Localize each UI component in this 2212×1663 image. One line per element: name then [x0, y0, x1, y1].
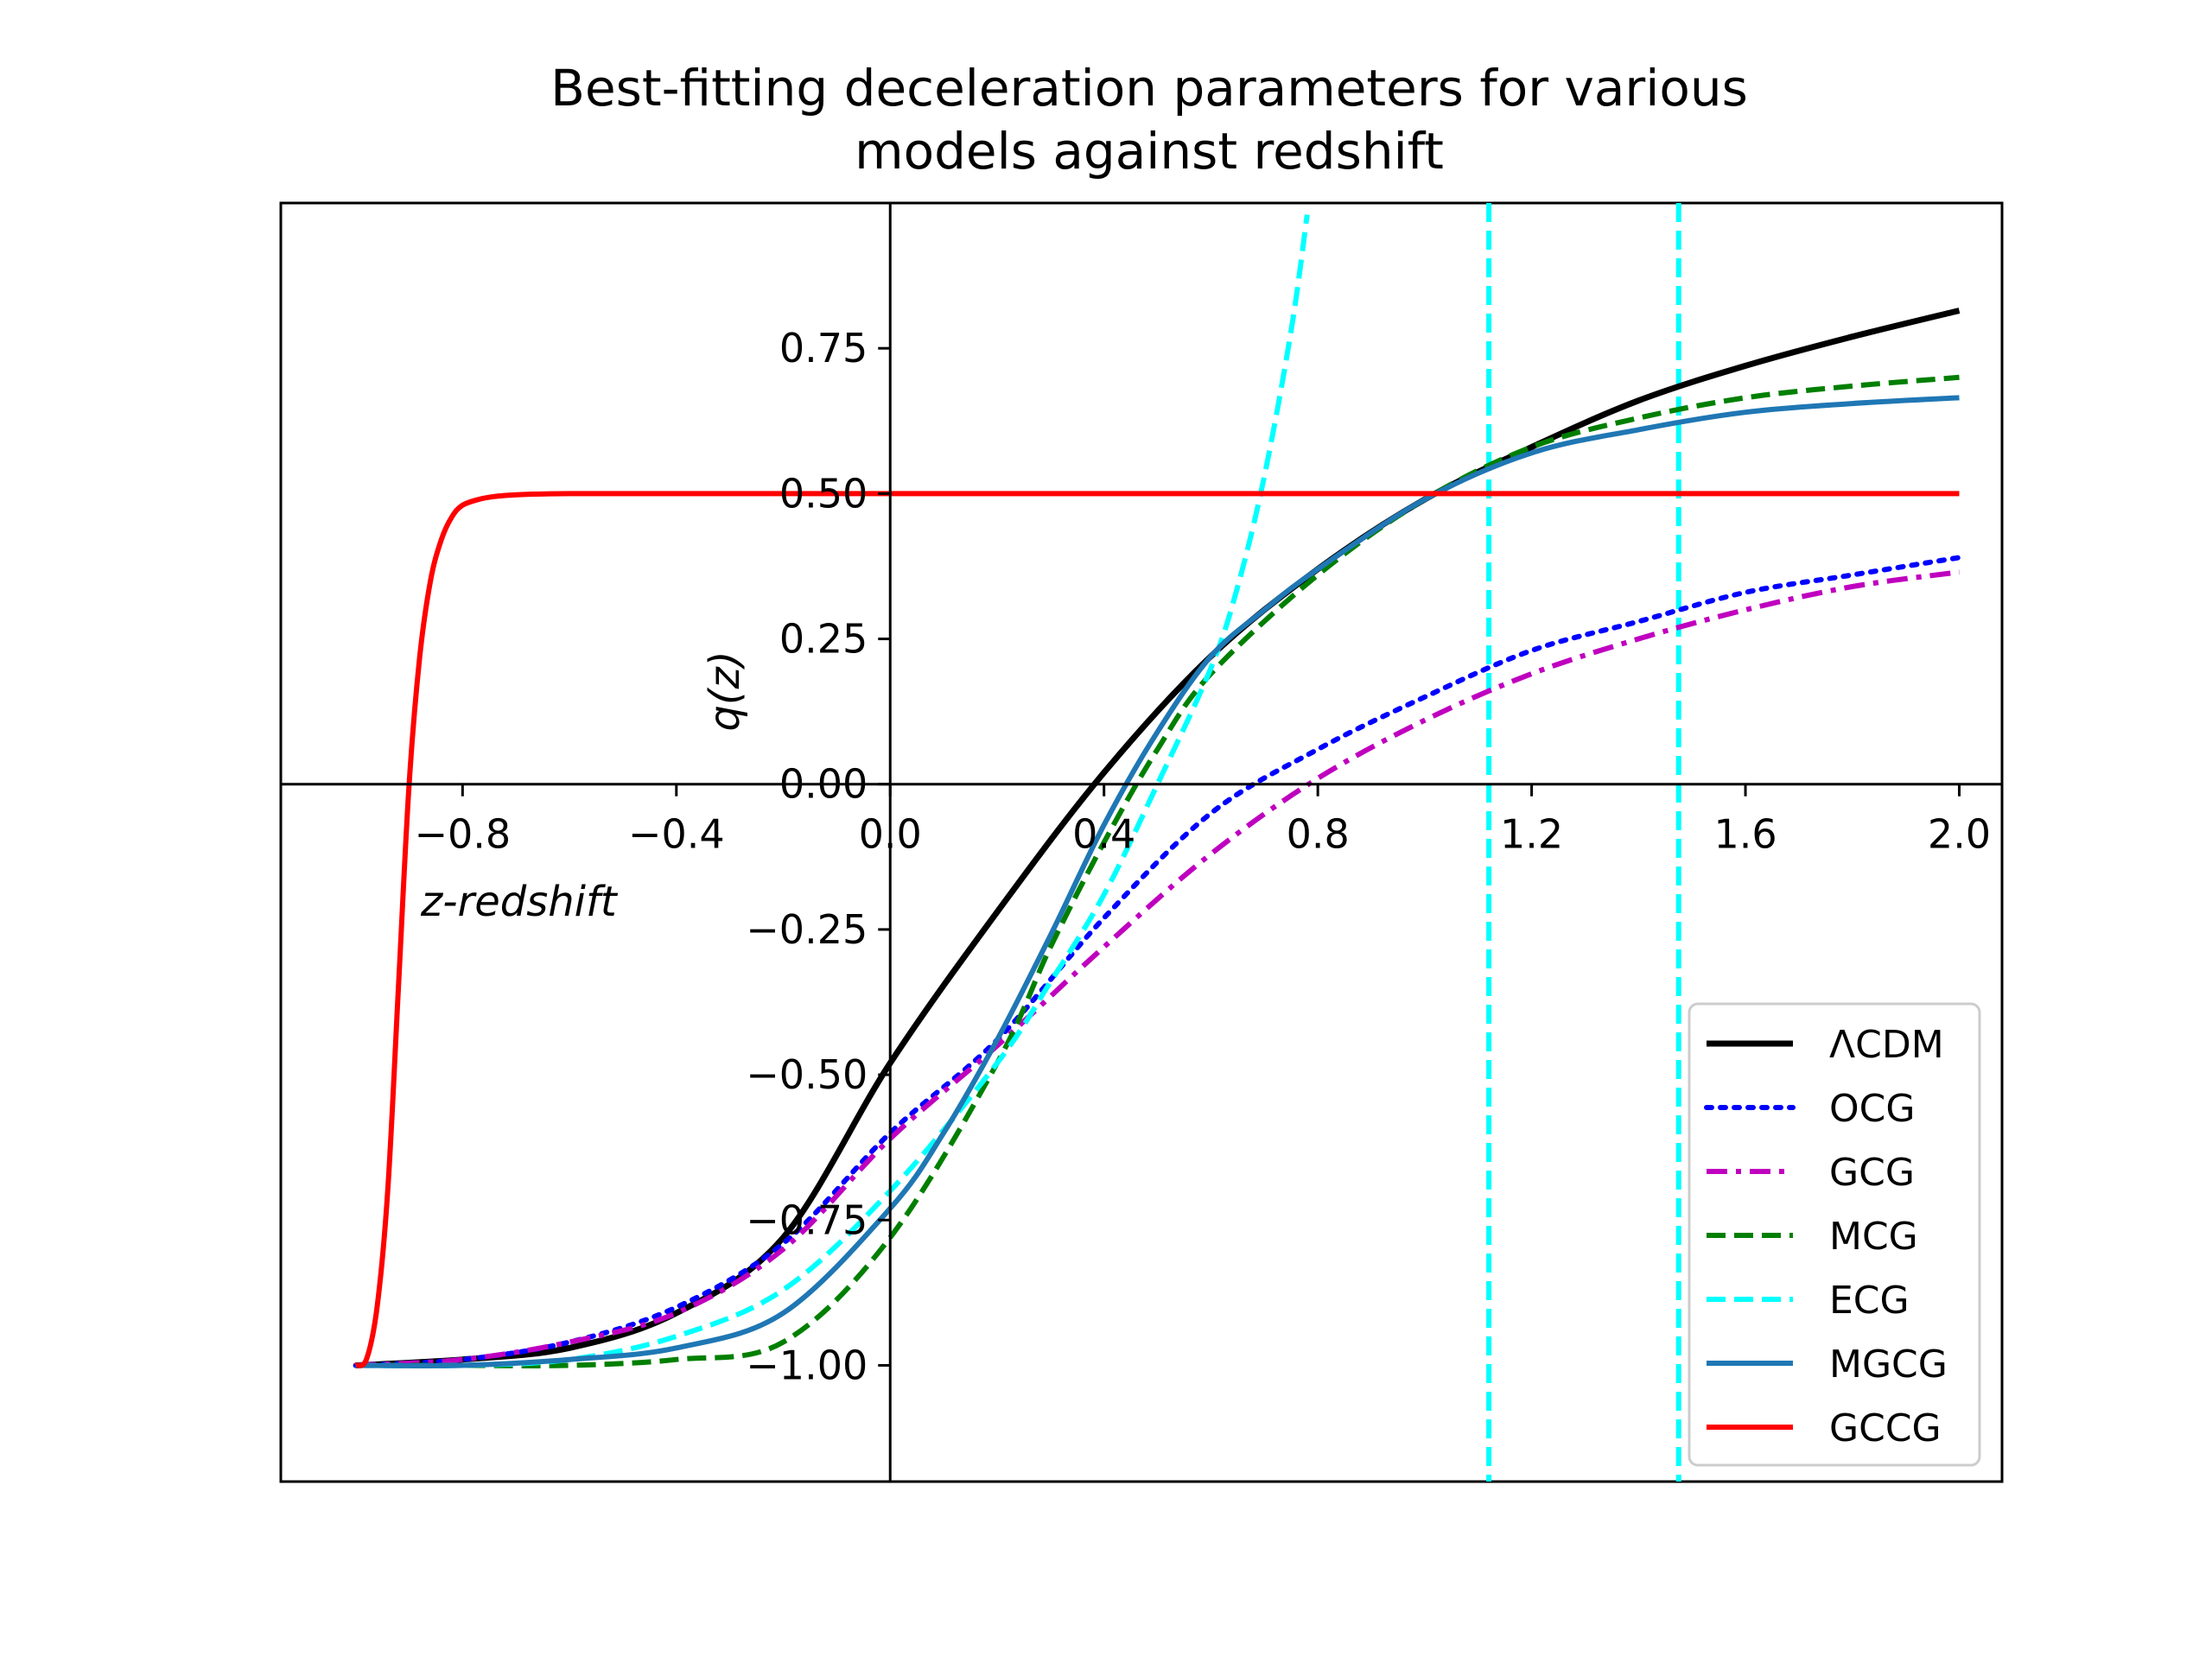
y-ticks: 0.75 0.50 0.25 0.00 −0.25 −0.50 −0.75 −1.00 — [746, 325, 891, 1388]
y-tick-label: 0.75 — [779, 325, 868, 371]
series-layer — [353, 214, 1962, 1368]
y-tick-label: −0.50 — [746, 1051, 868, 1098]
chart-title-line-1: Best-fitting deceleration parameters for… — [550, 59, 1748, 117]
legend: ΛCDM OCG GCG MCG ECG MGCG GCCG — [1688, 1002, 1981, 1467]
x-tick-label: 0.0 — [859, 811, 922, 858]
x-ticks: −0.8 −0.4 0.0 0.4 0.8 1.2 1.6 2.0 — [414, 784, 1991, 858]
legend-label: ΛCDM — [1829, 1023, 1944, 1067]
legend-label: ECG — [1829, 1279, 1910, 1323]
y-tick-label: 0.25 — [779, 616, 868, 663]
legend-label: OCG — [1829, 1087, 1915, 1131]
legend-items: ΛCDM OCG GCG MCG ECG MGCG GCCG — [1704, 1023, 1948, 1450]
x-axis-label-italic: z-redshift — [420, 878, 619, 926]
legend-label: GCG — [1829, 1151, 1915, 1195]
x-tick-label: 1.2 — [1500, 811, 1563, 858]
series-line-2 — [355, 569, 1960, 1368]
x-tick-label: 2.0 — [1928, 811, 1991, 858]
reference-lines — [1486, 203, 1681, 1482]
y-tick-label: 0.00 — [779, 761, 868, 808]
legend-frame — [1688, 1002, 1981, 1467]
chart-title-line-2: models against redshift — [855, 122, 1444, 181]
x-tick-label: −0.8 — [414, 811, 511, 858]
y-tick-label: −1.00 — [746, 1342, 868, 1388]
series-line-6 — [354, 491, 1960, 1368]
legend-label: GCCG — [1829, 1406, 1942, 1450]
x-axis-label: z-redshift — [420, 878, 619, 926]
series-line-5 — [355, 395, 1960, 1368]
y-axis-label: q(z) — [701, 651, 749, 731]
x-tick-label: 0.8 — [1287, 811, 1350, 858]
y-tick-label: −0.25 — [746, 906, 868, 953]
series-line-3 — [355, 374, 1960, 1368]
legend-label: MGCG — [1829, 1342, 1948, 1387]
x-tick-label: 1.6 — [1713, 811, 1777, 858]
legend-label: MCG — [1829, 1215, 1918, 1259]
x-tick-label: −0.4 — [628, 811, 725, 858]
y-tick-label: 0.50 — [779, 470, 868, 517]
y-tick-label: −0.75 — [746, 1196, 868, 1243]
series-line-4 — [355, 214, 1310, 1368]
series-line-1 — [353, 555, 1962, 1368]
x-tick-label: 0.4 — [1072, 811, 1135, 858]
